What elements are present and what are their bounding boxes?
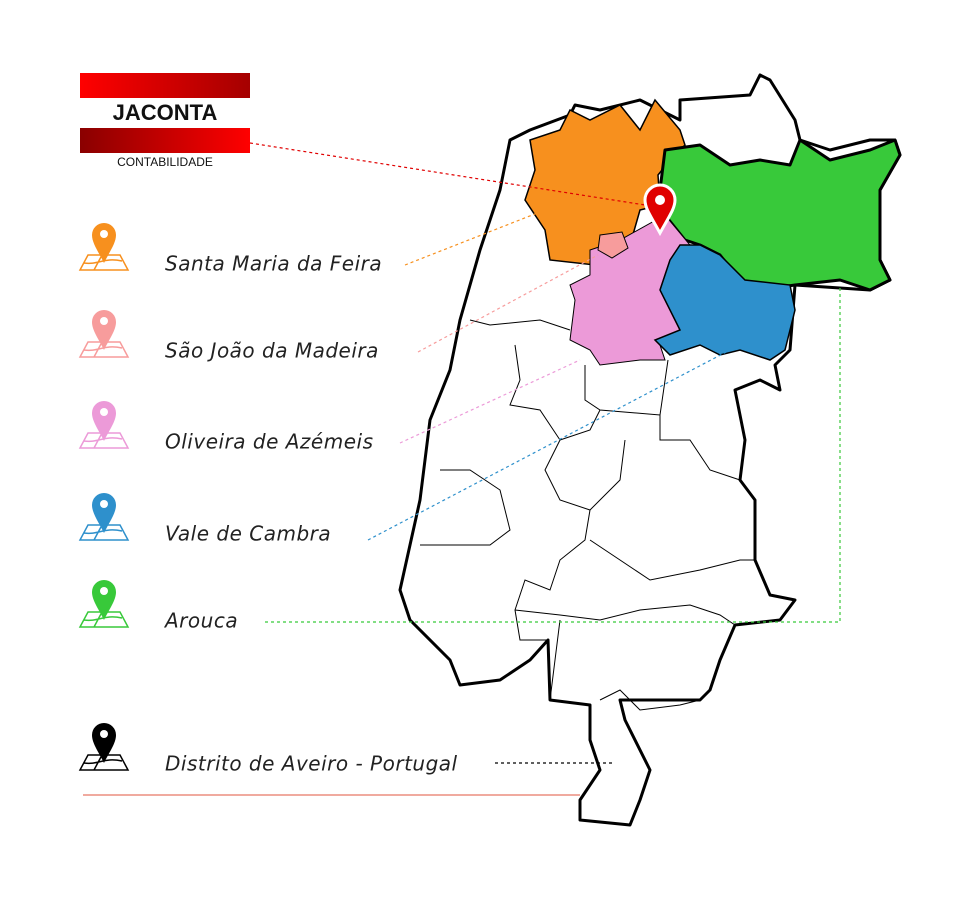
map-icon: [78, 611, 130, 628]
legend-item: Distrito de Aveiro - Portugal: [78, 723, 458, 776]
legend-label: Santa Maria da Feira: [165, 252, 382, 276]
region: [524, 98, 686, 266]
map-icon: [78, 432, 130, 449]
border: [589, 539, 755, 581]
connector: [404, 209, 546, 266]
pin-icon: [92, 580, 116, 620]
connector: [417, 254, 599, 353]
region: [597, 231, 629, 259]
connector: [265, 285, 841, 623]
connector: [367, 349, 731, 541]
logo-name: JACONTA: [113, 100, 218, 125]
region: [658, 138, 902, 292]
border: [469, 319, 571, 331]
border: [509, 344, 591, 511]
connector-lines: [249, 142, 841, 764]
legend-item: São João da Madeira: [78, 310, 379, 363]
connector: [249, 142, 646, 206]
legend-item: Arouca: [78, 580, 238, 633]
legend-label: Distrito de Aveiro - Portugal: [165, 752, 458, 776]
map-icon: [78, 341, 130, 358]
logo-bar-bottom: [80, 128, 250, 153]
logo-bar-top: [80, 73, 250, 98]
map-icon: [78, 254, 130, 271]
border: [599, 689, 701, 711]
pin-icon: [92, 310, 116, 350]
pin-icon: [92, 493, 116, 533]
legend: Santa Maria da Feira São João da Madeira O…: [78, 223, 458, 776]
map-icon: [78, 524, 130, 541]
pin-icon: [92, 223, 116, 263]
pin-icon: [92, 401, 116, 441]
border: [514, 604, 736, 626]
logo: JACONTA CONTABILIDADE: [80, 73, 250, 169]
border: [659, 415, 741, 481]
pin-dot: [100, 317, 108, 325]
border: [559, 409, 601, 441]
map-icon: [78, 754, 130, 771]
location-pin: [643, 183, 677, 237]
location-pin-dot: [655, 195, 665, 205]
pin-dot: [100, 500, 108, 508]
legend-item: Santa Maria da Feira: [78, 223, 382, 276]
legend-label: Vale de Cambra: [165, 522, 331, 546]
pin-dot: [100, 408, 108, 416]
border: [549, 619, 561, 701]
legend-label: Arouca: [163, 609, 238, 633]
legend-item: Vale de Cambra: [78, 493, 331, 546]
legend-item: Oliveira de Azémeis: [78, 401, 374, 454]
border: [420, 469, 511, 546]
pin-icon: [92, 723, 116, 763]
region: [569, 214, 691, 366]
legend-label: São João da Madeira: [165, 339, 379, 363]
legend-label: Oliveira de Azémeis: [165, 430, 374, 454]
region: [653, 244, 796, 361]
district-map: [398, 73, 902, 827]
logo-tagline: CONTABILIDADE: [117, 155, 213, 169]
pin-dot: [100, 730, 108, 738]
pin-dot: [100, 587, 108, 595]
border: [514, 439, 626, 641]
pin-dot: [100, 230, 108, 238]
